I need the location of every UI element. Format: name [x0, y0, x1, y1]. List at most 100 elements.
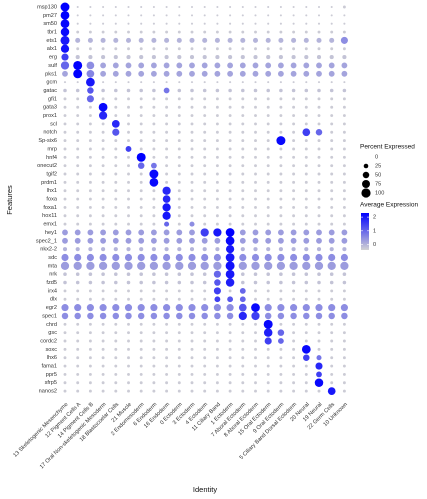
- dot: [241, 197, 245, 201]
- dot: [303, 354, 310, 361]
- y-tick-label: sdc: [48, 255, 57, 261]
- dot: [149, 261, 159, 270]
- dot: [137, 312, 145, 320]
- dot: [74, 237, 81, 244]
- dot: [317, 88, 321, 93]
- dot: [330, 97, 334, 101]
- dot: [241, 114, 245, 118]
- dot: [215, 214, 219, 218]
- dot: [76, 205, 80, 209]
- dot: [330, 5, 333, 9]
- dot: [76, 322, 80, 326]
- dot: [277, 229, 284, 236]
- dot: [342, 130, 346, 134]
- dot: [112, 62, 119, 69]
- dot: [314, 261, 324, 270]
- dot: [342, 197, 346, 201]
- dot: [254, 30, 257, 34]
- dot: [127, 47, 130, 51]
- dot: [330, 347, 334, 351]
- dot: [266, 164, 270, 168]
- dot: [225, 261, 235, 271]
- dot: [228, 205, 232, 209]
- dot: [203, 347, 207, 351]
- dot: [330, 147, 334, 151]
- dot: [86, 61, 95, 70]
- dot: [125, 62, 132, 69]
- dot: [263, 319, 273, 329]
- dot: [137, 261, 146, 270]
- dot: [165, 356, 169, 360]
- dot: [317, 164, 321, 168]
- dot: [343, 14, 346, 17]
- dot: [165, 289, 169, 293]
- dot: [163, 229, 170, 236]
- dot: [60, 10, 70, 20]
- dot: [88, 147, 92, 151]
- dot: [60, 2, 70, 12]
- dot: [251, 311, 260, 321]
- dot: [340, 36, 348, 44]
- dot: [264, 261, 273, 270]
- dot: [213, 304, 221, 312]
- dot: [279, 30, 283, 34]
- dot: [279, 164, 283, 168]
- dot: [277, 70, 284, 77]
- dot: [177, 55, 182, 60]
- dot: [190, 339, 194, 343]
- dot: [342, 297, 346, 301]
- dot: [98, 261, 108, 270]
- y-tick-label: gatac: [43, 88, 57, 94]
- dot: [164, 247, 169, 252]
- dot: [254, 130, 257, 134]
- dot: [304, 331, 308, 335]
- dot: [203, 297, 207, 301]
- dot: [74, 312, 81, 320]
- dot: [342, 122, 346, 126]
- dot: [190, 81, 194, 84]
- dot: [164, 37, 170, 43]
- dot: [241, 372, 245, 376]
- dot: [140, 22, 143, 25]
- dot: [114, 331, 118, 335]
- dot: [241, 88, 245, 93]
- dot: [125, 312, 132, 320]
- dot: [266, 197, 270, 201]
- dot: [304, 280, 309, 285]
- dot: [88, 139, 92, 143]
- dot: [317, 347, 321, 351]
- dot: [304, 88, 309, 93]
- dot: [291, 55, 296, 60]
- dot: [62, 70, 68, 77]
- dot: [292, 322, 296, 326]
- dot: [253, 280, 258, 285]
- dot: [163, 62, 170, 69]
- dot: [139, 55, 144, 60]
- dot: [150, 162, 157, 169]
- dot: [215, 381, 219, 385]
- dot: [228, 130, 232, 134]
- dot: [241, 47, 245, 51]
- dot: [228, 88, 232, 93]
- y-tick-label: hox11: [42, 213, 57, 219]
- dot: [101, 356, 105, 360]
- dot: [254, 356, 257, 360]
- y-tick-label: sulf: [48, 63, 57, 69]
- dot: [101, 180, 105, 184]
- dot: [88, 105, 92, 109]
- dot: [190, 88, 194, 93]
- dot: [304, 189, 308, 193]
- dot: [215, 189, 219, 193]
- dot: [203, 105, 207, 109]
- dot: [266, 372, 270, 376]
- dot: [266, 205, 270, 209]
- dot: [316, 355, 322, 361]
- dot: [304, 272, 309, 276]
- dot: [216, 14, 219, 17]
- y-tick-label: prox1: [43, 113, 57, 119]
- dot: [165, 81, 168, 84]
- dot: [88, 214, 92, 218]
- dot: [254, 155, 257, 159]
- dot: [241, 5, 244, 9]
